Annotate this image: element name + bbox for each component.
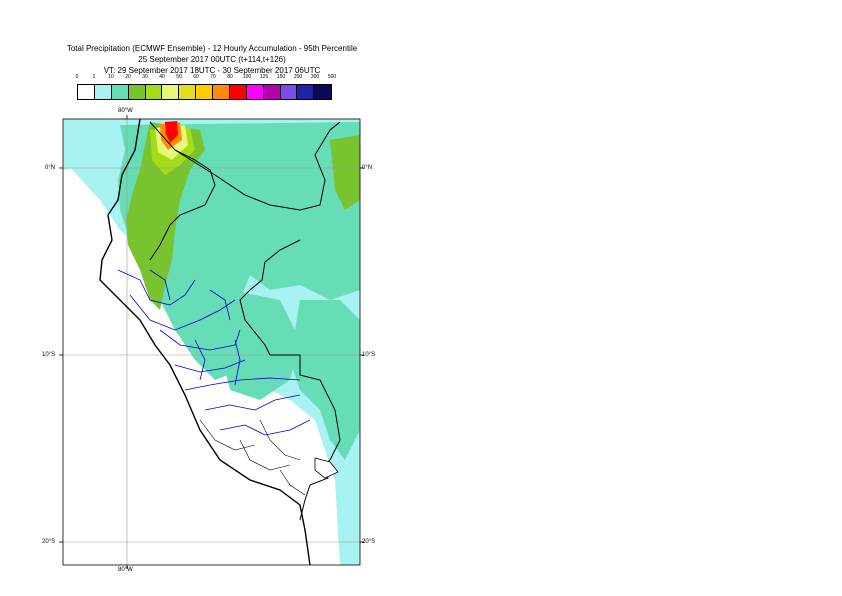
- district-borders: [199, 419, 306, 496]
- legend-threshold-label: 80: [227, 74, 233, 80]
- legend-threshold-label: 1: [92, 74, 96, 80]
- legend-swatch: [94, 85, 112, 99]
- land-precip-south: [290, 300, 360, 460]
- colombia-border: [174, 121, 341, 211]
- legend-threshold-label: 50: [176, 74, 182, 80]
- lon-label-top: 80°W: [118, 108, 133, 114]
- legend-threshold-label: 30: [142, 74, 148, 80]
- lat-label-10-right: 10°S: [362, 352, 376, 358]
- lat-label-10-left: 10°S: [42, 352, 56, 358]
- coastline: [99, 119, 311, 565]
- legend-swatch: [78, 85, 95, 99]
- region-borders: [117, 269, 311, 436]
- lat-label-0-left: 0°N: [45, 165, 56, 171]
- legend-threshold-label: 70: [210, 74, 216, 80]
- base-time: 25 September 2017 00UTC (t+114,t+126): [138, 55, 286, 64]
- frame-ticks: [59, 115, 364, 569]
- legend-swatch: [179, 85, 197, 99]
- ecuador-border: [149, 121, 216, 261]
- brazil-border: [239, 239, 341, 461]
- legend-threshold-label: 60: [193, 74, 199, 80]
- lat-label-20-right: 20°S: [362, 539, 376, 545]
- legend-threshold-labels: 0 1 10 20 30 40 50 60 70 80 100 125 150 200 300 500: [0, 74, 842, 84]
- legend-threshold-label: 200: [293, 74, 303, 80]
- legend-swatch: [263, 85, 281, 99]
- legend-swatch: [314, 85, 332, 99]
- andes-heavy-band: [126, 122, 205, 310]
- legend-swatch: [196, 85, 213, 99]
- precipitation-legend: [77, 84, 332, 100]
- legend-threshold-label: 300: [310, 74, 320, 80]
- map-title: Total Precipitation (ECMWF Ensemble) - 1…: [66, 44, 358, 53]
- legend-swatch: [297, 85, 315, 99]
- legend-swatch: [246, 85, 264, 99]
- legend-swatch: [229, 85, 247, 99]
- gridlines: [63, 119, 360, 565]
- legend-threshold-label: 40: [159, 74, 165, 80]
- map-fields: [63, 119, 360, 565]
- lat-label-0-right: 0°N: [362, 165, 373, 171]
- legend-swatch: [162, 85, 180, 99]
- legend-threshold-label: 150: [276, 74, 286, 80]
- legend-threshold-label: 500: [327, 74, 337, 80]
- legend-threshold-label: 0: [75, 74, 79, 80]
- legend-threshold-label: 10: [108, 74, 114, 80]
- heavy-patch-east: [330, 135, 360, 210]
- legend-swatch: [280, 85, 298, 99]
- legend-swatch: [145, 85, 163, 99]
- legend-threshold-label: 125: [259, 74, 269, 80]
- lat-label-20-left: 20°S: [42, 539, 56, 545]
- legend-swatch: [213, 85, 230, 99]
- valid-time: VT: 29 September 2017 18UTC - 30 Septemb…: [103, 66, 321, 75]
- legend-swatch: [128, 85, 146, 99]
- land-precip-east: [220, 290, 300, 400]
- red-core: [165, 121, 178, 143]
- lon-label-bottom: 80°W: [118, 567, 133, 573]
- legend-swatch: [111, 85, 129, 99]
- lake-titicaca: [314, 457, 339, 479]
- legend-threshold-label: 20: [125, 74, 131, 80]
- ocean-precip-left: [63, 119, 110, 170]
- map-frame: [62, 118, 361, 566]
- legend-threshold-label: 100: [242, 74, 252, 80]
